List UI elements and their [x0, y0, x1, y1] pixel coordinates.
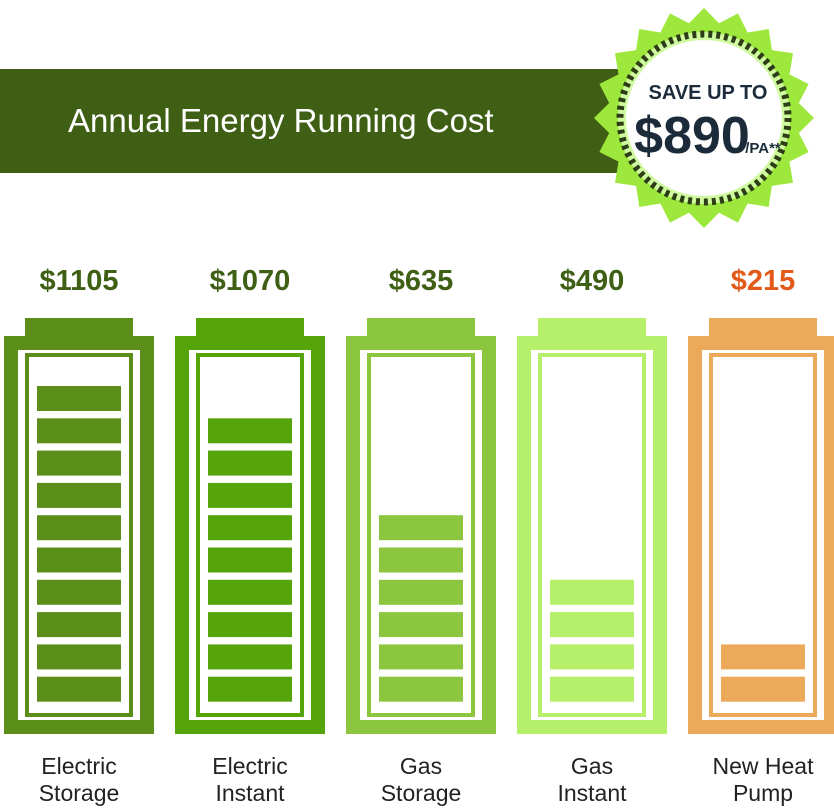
battery-terminal	[709, 318, 817, 336]
value-label: $215	[731, 265, 796, 297]
battery-segment	[37, 579, 121, 605]
battery-terminal	[196, 318, 304, 336]
value-label: $1070	[210, 265, 291, 297]
category-label: New Heat Pump	[713, 753, 815, 806]
battery-segment	[379, 676, 463, 702]
battery-body	[4, 336, 154, 734]
battery-segment	[208, 676, 292, 702]
battery-segment	[37, 547, 121, 573]
badge-center	[626, 40, 782, 196]
battery-segment	[550, 579, 634, 605]
battery-segment	[37, 450, 121, 476]
battery-segment	[550, 612, 634, 638]
battery-body	[688, 336, 834, 734]
badge-dashed-ring	[616, 30, 792, 206]
battery-segment	[37, 418, 121, 444]
battery-segment	[208, 418, 292, 444]
battery-segment	[379, 612, 463, 638]
battery-terminal	[367, 318, 475, 336]
battery-segment	[208, 579, 292, 605]
battery-segment	[37, 612, 121, 638]
battery-segment	[37, 644, 121, 670]
battery-body	[346, 336, 496, 734]
value-label: $635	[389, 265, 454, 297]
battery-segment	[379, 644, 463, 670]
category-label: Gas Instant	[557, 753, 627, 806]
badge-line1: SAVE UP TO	[649, 82, 768, 104]
category-label: Electric Storage	[39, 753, 120, 806]
battery-segment	[379, 547, 463, 573]
battery-segment	[550, 676, 634, 702]
battery-segment	[37, 676, 121, 702]
battery-segment	[721, 676, 805, 702]
badge-amount: $890	[634, 107, 750, 165]
battery-segment	[550, 644, 634, 670]
value-label: $490	[560, 265, 625, 297]
battery-terminal	[25, 318, 133, 336]
value-label: $1105	[39, 265, 118, 297]
savings-badge: SAVE UP TO $890 /PA**	[594, 8, 814, 228]
battery-segment	[208, 482, 292, 508]
battery-body	[175, 336, 325, 734]
battery-inner-frame	[538, 353, 646, 717]
battery-segment	[379, 579, 463, 605]
category-label: Gas Storage	[381, 753, 462, 806]
battery-inner-frame	[196, 353, 304, 717]
battery-segment	[208, 450, 292, 476]
battery-terminal	[538, 318, 646, 336]
battery-segment	[37, 515, 121, 541]
battery-segment	[37, 386, 121, 411]
battery-segment	[208, 547, 292, 573]
battery-segment	[208, 515, 292, 541]
battery-inner-frame	[367, 353, 475, 717]
chart-title: Annual Energy Running Cost	[68, 102, 494, 139]
category-label: Electric Instant	[212, 753, 287, 806]
battery-chart: $1105 Electric Storage $1070 Electric Instant…	[4, 265, 834, 806]
battery-segment	[37, 482, 121, 508]
battery-segment	[208, 644, 292, 670]
battery-inner-frame	[709, 353, 817, 717]
battery-segment	[379, 515, 463, 541]
battery-body	[517, 336, 667, 734]
battery-segment	[721, 644, 805, 670]
battery-inner-frame	[25, 353, 133, 717]
battery-segment	[208, 612, 292, 638]
badge-suffix: /PA**	[745, 140, 781, 157]
title-banner	[0, 69, 650, 173]
